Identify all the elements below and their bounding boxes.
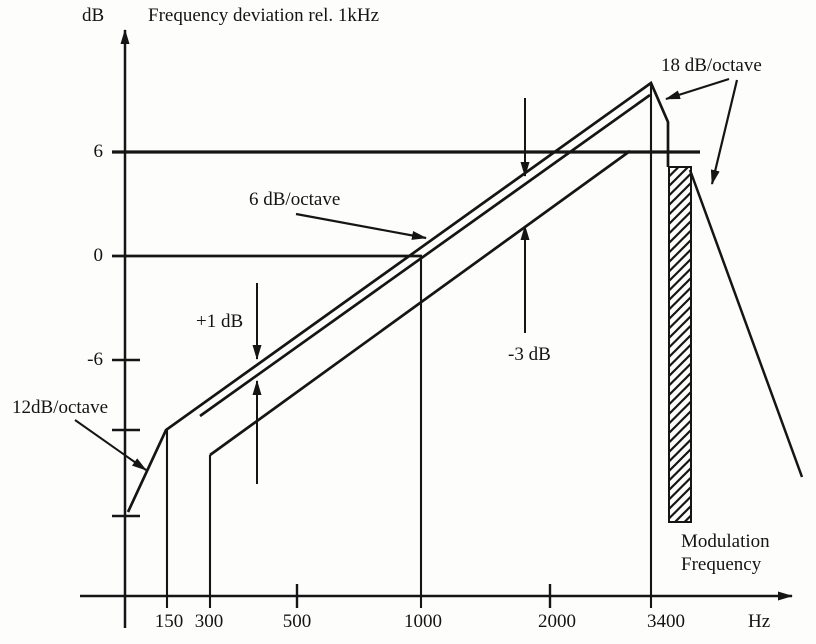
y-tick-label-6: 6 bbox=[93, 141, 104, 162]
annotation-6db-octave: 6 dB/octave bbox=[249, 189, 341, 210]
y-tick-label-minus6: -6 bbox=[87, 349, 103, 370]
annotation-minus3db: -3 dB bbox=[508, 344, 551, 365]
axes-and-grid-layer bbox=[112, 83, 700, 608]
y-tick-label-0: 0 bbox=[93, 245, 104, 266]
curves-layer bbox=[126, 80, 804, 513]
annotation-modulation-frequency-line1: Modulation bbox=[681, 531, 770, 552]
modulation-limit-line bbox=[688, 169, 804, 478]
arrow-18db-octave-a bbox=[665, 77, 730, 101]
x-tick-label-500: 500 bbox=[282, 611, 312, 632]
x-tick-label-2000: 2000 bbox=[538, 611, 576, 632]
modulation-frequency-hatch-rect bbox=[668, 166, 692, 523]
annotation-plus1db: +1 dB bbox=[196, 311, 244, 332]
chart-title: Frequency deviation rel. 1kHz bbox=[148, 5, 380, 26]
modulation-frequency-hatch-bar bbox=[668, 166, 692, 523]
upper-limit-curve bbox=[126, 80, 670, 513]
arrow-12db-octave bbox=[74, 419, 147, 471]
x-tick-label-150: 150 bbox=[154, 611, 184, 632]
x-tick-label-300: 300 bbox=[194, 611, 224, 632]
nominal-curve bbox=[199, 93, 651, 418]
y-axis-unit-label: dB bbox=[82, 5, 105, 26]
annotation-modulation-frequency-line2: Frequency bbox=[681, 554, 762, 575]
annotation-12db-octave: 12dB/octave bbox=[12, 397, 109, 418]
annotation-18db-octave: 18 dB/octave bbox=[661, 55, 762, 76]
arrows-layer bbox=[74, 29, 793, 628]
arrow-18db-octave-b bbox=[710, 79, 739, 185]
x-tick-label-3400: 3400 bbox=[647, 611, 685, 632]
arrow-6db-octave bbox=[295, 212, 427, 240]
lower-limit-curve bbox=[209, 149, 631, 457]
x-tick-label-1000: 1000 bbox=[404, 611, 442, 632]
x-axis-unit-label: Hz bbox=[748, 611, 771, 632]
